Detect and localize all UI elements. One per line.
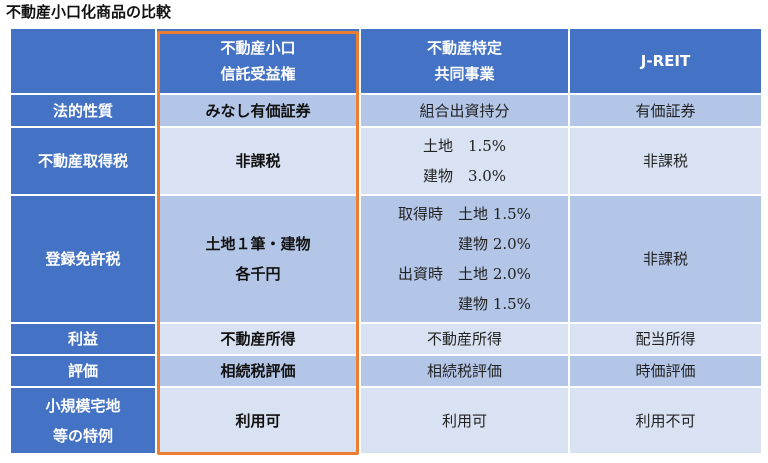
special-label-line1: 小規模宅地	[45, 396, 121, 415]
valuation-jv: 相続税評価	[361, 356, 568, 386]
reg-jv-inv-land: 出資時 土地 2.0%	[398, 265, 531, 283]
legal-jreit: 有価証券	[570, 95, 761, 126]
row-header-acquisition-tax: 不動産取得税	[11, 128, 155, 194]
reg-jv-acq-building: 建物 2.0%	[398, 235, 531, 253]
legal-jv: 組合出資持分	[361, 95, 568, 126]
reg-jv-acq-land: 取得時 土地 1.5%	[398, 205, 531, 223]
acq-trust: 非課税	[157, 128, 359, 194]
row-header-special-provision: 小規模宅地 等の特例	[11, 388, 155, 453]
reg-trust-line2: 各千円	[235, 265, 281, 283]
acq-jv: 土地 1.5% 建物 3.0%	[361, 128, 568, 194]
reg-trust-line1: 土地１筆・建物	[205, 235, 311, 253]
special-trust: 利用可	[157, 388, 359, 453]
profit-jreit: 配当所得	[570, 324, 761, 354]
acq-jv-building: 建物 3.0%	[422, 167, 507, 185]
header-jreit-label: J-REIT	[640, 52, 691, 70]
row-header-registration-tax: 登録免許税	[11, 196, 155, 322]
header-trust-line2: 信託受益権	[220, 65, 296, 83]
comparison-table: 不動産小口 信託受益権 不動産特定 共同事業 J-REIT 法的性質 みなし有価…	[11, 29, 761, 455]
header-trust-beneficiary: 不動産小口 信託受益権	[157, 29, 359, 93]
profit-jv: 不動産所得	[361, 324, 568, 354]
valuation-trust: 相続税評価	[157, 356, 359, 386]
acq-jreit: 非課税	[570, 128, 761, 194]
row-header-valuation: 評価	[11, 356, 155, 386]
acq-jv-rates: 土地 1.5% 建物 3.0%	[423, 131, 506, 191]
special-jreit: 利用不可	[570, 388, 761, 453]
reg-jv-inv-building: 建物 1.5%	[398, 295, 531, 313]
header-jv-line1: 不動産特定	[426, 39, 502, 57]
row-header-profit: 利益	[11, 324, 155, 354]
special-label-line2: 等の特例	[52, 426, 113, 445]
reg-jv-rates: 取得時 土地 1.5% 建物 2.0% 出資時 土地 2.0% 建物 1.5%	[398, 199, 531, 319]
header-corner	[11, 29, 155, 93]
reg-trust: 土地１筆・建物 各千円	[157, 196, 359, 322]
legal-trust: みなし有価証券	[157, 95, 359, 126]
valuation-jreit: 時価評価	[570, 356, 761, 386]
acq-jv-land: 土地 1.5%	[422, 137, 507, 155]
reg-jv: 取得時 土地 1.5% 建物 2.0% 出資時 土地 2.0% 建物 1.5%	[361, 196, 568, 322]
header-joint-venture: 不動産特定 共同事業	[361, 29, 568, 93]
special-jv: 利用可	[361, 388, 568, 453]
profit-trust: 不動産所得	[157, 324, 359, 354]
header-jreit: J-REIT	[570, 29, 761, 93]
row-header-legal: 法的性質	[11, 95, 155, 126]
reg-jreit: 非課税	[570, 196, 761, 322]
page-title: 不動産小口化商品の比較	[6, 3, 172, 21]
header-jv-line2: 共同事業	[434, 65, 495, 83]
header-trust-line1: 不動産小口	[220, 39, 296, 57]
